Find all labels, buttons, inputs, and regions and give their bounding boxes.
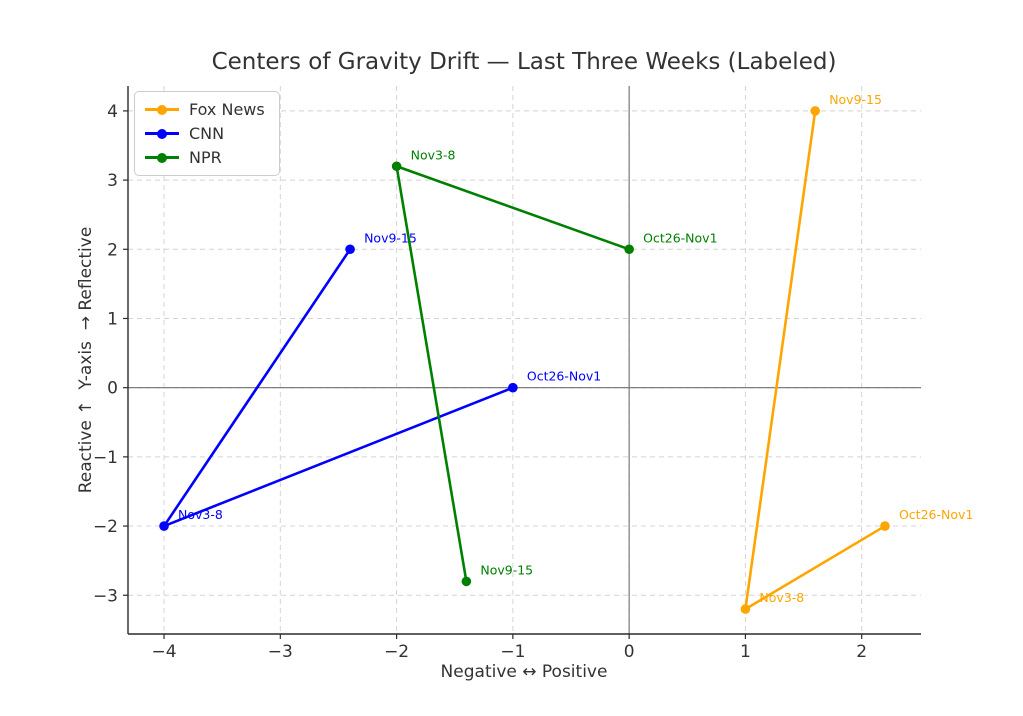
- legend-item-cnn: CNN: [145, 124, 265, 143]
- legend-label: Fox News: [189, 100, 265, 119]
- x-tick-label: 1: [740, 642, 751, 662]
- point-label: Nov9-15: [480, 562, 533, 577]
- legend-label: CNN: [189, 124, 225, 143]
- data-point: [880, 521, 890, 531]
- y-tick-label: −1: [93, 448, 118, 468]
- y-tick-label: 0: [107, 379, 118, 399]
- point-label: Nov3-8: [759, 590, 804, 605]
- legend-item-npr: NPR: [145, 148, 265, 167]
- data-point: [345, 244, 355, 255]
- data-point: [740, 604, 751, 614]
- data-point: [391, 161, 402, 172]
- data-point: [624, 244, 634, 255]
- data-point: [159, 521, 169, 531]
- legend-swatch-icon: [145, 156, 179, 159]
- x-tick-label: 2: [856, 642, 867, 662]
- y-tick-label: 4: [107, 102, 118, 122]
- y-axis-label: Reactive ↑ Y-axis → Reflective: [76, 226, 96, 494]
- point-label: Nov3-8: [411, 147, 456, 162]
- x-axis-label: Negative ↔ Positive: [440, 662, 608, 682]
- chart-title: Centers of Gravity Drift — Last Three We…: [211, 49, 837, 75]
- y-tick-label: 1: [107, 309, 118, 329]
- series-line-fox-news: [744, 109, 887, 611]
- legend-swatch-icon: [145, 132, 179, 135]
- x-tick-label: −1: [500, 642, 525, 662]
- point-label: Nov9-15: [829, 92, 882, 107]
- data-point: [461, 576, 472, 587]
- x-tick-label: 0: [624, 642, 635, 662]
- legend-item-fox-news: Fox News: [145, 100, 265, 119]
- legend-swatch-icon: [145, 108, 179, 111]
- data-point: [508, 382, 518, 393]
- y-tick-label: −2: [93, 517, 118, 537]
- data-point: [810, 106, 820, 116]
- legend-label: NPR: [189, 148, 222, 167]
- x-tick-label: −3: [268, 642, 293, 662]
- x-tick-label: −4: [152, 642, 177, 662]
- y-tick-label: −3: [93, 586, 118, 606]
- point-label: Oct26-Nov1: [527, 369, 601, 384]
- point-label: Nov3-8: [178, 507, 223, 522]
- point-label: Oct26-Nov1: [643, 230, 717, 245]
- y-tick-label: 2: [107, 240, 118, 260]
- point-label: Oct26-Nov1: [899, 507, 973, 522]
- point-label: Nov9-15: [364, 230, 417, 245]
- y-tick-label: 3: [107, 171, 118, 191]
- x-tick-label: −2: [384, 642, 409, 662]
- legend: Fox News CNN NPR: [134, 91, 280, 176]
